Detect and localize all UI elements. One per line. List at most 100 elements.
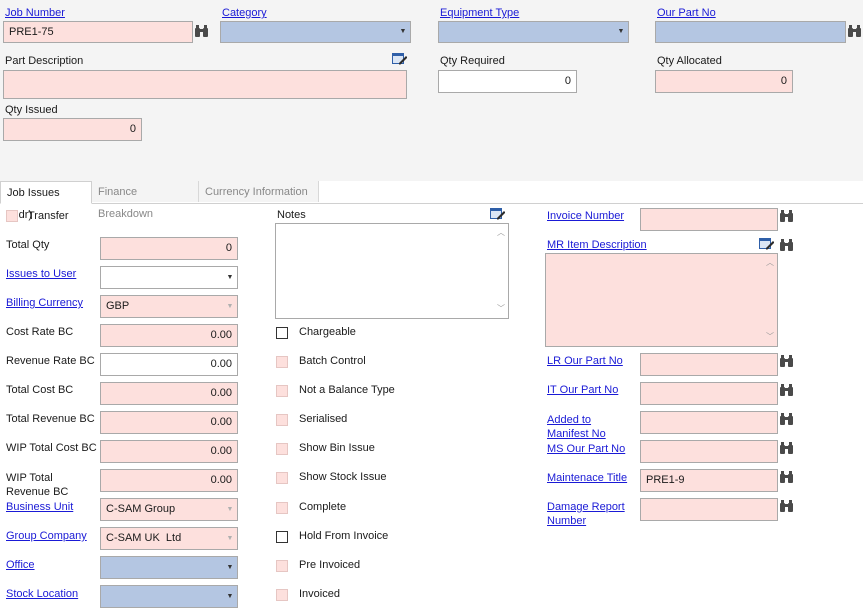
- ms-our-part-no-field[interactable]: [640, 440, 778, 463]
- serialised-checkbox[interactable]: [276, 414, 288, 426]
- revenue-rate-bc-field[interactable]: 0.00: [100, 353, 238, 376]
- chevron-down-icon: ▼: [399, 28, 407, 35]
- edit-notes-icon[interactable]: [759, 237, 774, 250]
- job-number-field[interactable]: PRE1-75: [3, 21, 193, 43]
- business-unit-dropdown[interactable]: C-SAM Group ▼: [100, 498, 238, 521]
- transfer-checkbox[interactable]: [6, 210, 18, 222]
- mr-item-description-link[interactable]: MR Item Description: [547, 239, 647, 251]
- part-description-field[interactable]: [3, 70, 407, 99]
- our-part-no-field[interactable]: [655, 21, 846, 43]
- chevron-down-icon: ▼: [226, 273, 234, 281]
- ms-our-part-no-link[interactable]: MS Our Part No: [547, 443, 626, 455]
- tab-job-issues-hdr[interactable]: Job Issues (Hdr): [0, 181, 92, 221]
- maintenance-title-field[interactable]: PRE1-9: [640, 469, 778, 492]
- pre-invoiced-checkbox[interactable]: [276, 560, 288, 572]
- invoiced-label: Invoiced: [299, 588, 340, 600]
- hold-from-invoice-checkbox[interactable]: [276, 531, 288, 543]
- lr-our-part-no-binoculars-icon[interactable]: [780, 355, 794, 367]
- chargeable-label: Chargeable: [299, 326, 356, 338]
- qty-required-field[interactable]: 0: [438, 70, 577, 93]
- damage-report-number-field[interactable]: [640, 498, 778, 521]
- chevron-down-icon: ▼: [226, 535, 234, 542]
- wip-total-revenue-bc-field[interactable]: 0.00: [100, 469, 238, 492]
- added-to-manifest-binoculars-icon[interactable]: [780, 413, 794, 425]
- scroll-down-icon[interactable]: ﹀: [766, 332, 774, 341]
- edit-notes-icon[interactable]: [392, 52, 407, 65]
- it-our-part-no-link[interactable]: IT Our Part No: [547, 384, 619, 396]
- qty-allocated-label: Qty Allocated: [657, 55, 722, 67]
- equipment-type-dropdown[interactable]: ▼: [438, 21, 629, 43]
- mr-item-description-binoculars-icon[interactable]: [780, 239, 794, 251]
- stock-location-link[interactable]: Stock Location: [6, 588, 79, 600]
- mr-item-description-textarea[interactable]: ︿ ﹀: [545, 253, 778, 347]
- show-stock-issue-checkbox[interactable]: [276, 472, 288, 484]
- office-link[interactable]: Office: [6, 559, 35, 571]
- ms-our-part-no-binoculars-icon[interactable]: [780, 442, 794, 454]
- invoice-number-binoculars-icon[interactable]: [780, 210, 794, 222]
- group-company-dropdown[interactable]: C-SAM UK Ltd ▼: [100, 527, 238, 550]
- transfer-label: Transfer: [28, 210, 69, 222]
- our-part-no-link[interactable]: Our Part No: [657, 7, 716, 19]
- qty-allocated-field[interactable]: 0: [655, 70, 793, 93]
- wip-total-cost-bc-field[interactable]: 0.00: [100, 440, 238, 463]
- not-balance-type-checkbox[interactable]: [276, 385, 288, 397]
- billing-currency-dropdown[interactable]: GBP ▼: [100, 295, 238, 318]
- billing-currency-link[interactable]: Billing Currency: [6, 297, 84, 309]
- business-unit-link[interactable]: Business Unit: [6, 501, 74, 513]
- pre-invoiced-label: Pre Invoiced: [299, 559, 361, 571]
- it-our-part-no-field[interactable]: [640, 382, 778, 405]
- damage-report-binoculars-icon[interactable]: [780, 500, 794, 512]
- show-bin-issue-checkbox[interactable]: [276, 443, 288, 455]
- qty-issued-field[interactable]: 0: [3, 118, 142, 141]
- notes-scrollbar[interactable]: ︿ ﹀: [494, 224, 508, 318]
- scroll-up-icon[interactable]: ︿: [497, 228, 505, 237]
- job-number-binoculars-icon[interactable]: [195, 25, 209, 37]
- complete-checkbox[interactable]: [276, 502, 288, 514]
- edit-notes-icon[interactable]: [490, 207, 505, 220]
- it-our-part-no-binoculars-icon[interactable]: [780, 384, 794, 396]
- chevron-down-icon: ▼: [226, 563, 234, 571]
- show-stock-issue-label: Show Stock Issue: [299, 471, 387, 483]
- scroll-up-icon[interactable]: ︿: [766, 258, 774, 267]
- added-to-manifest-field[interactable]: [640, 411, 778, 434]
- chargeable-checkbox[interactable]: [276, 327, 288, 339]
- damage-report-link-line2[interactable]: Number: [547, 515, 587, 527]
- added-to-manifest-link-line1[interactable]: Added to: [547, 414, 592, 426]
- maintenance-title-link[interactable]: Maintenace Title: [547, 472, 628, 484]
- equipment-type-link[interactable]: Equipment Type: [440, 7, 520, 19]
- issues-to-user-link[interactable]: Issues to User: [6, 268, 77, 280]
- total-cost-bc-label: Total Cost BC: [6, 384, 74, 396]
- issues-to-user-dropdown[interactable]: ▼: [100, 266, 238, 289]
- lr-our-part-no-field[interactable]: [640, 353, 778, 376]
- hold-from-invoice-label: Hold From Invoice: [299, 530, 389, 542]
- mr-item-description-scrollbar[interactable]: ︿ ﹀: [763, 254, 777, 346]
- cost-rate-bc-label: Cost Rate BC: [6, 326, 74, 338]
- invoice-number-field[interactable]: [640, 208, 778, 231]
- damage-report-link-line1[interactable]: Damage Report: [547, 501, 625, 513]
- stock-location-dropdown[interactable]: ▼: [100, 585, 238, 608]
- added-to-manifest-link-line2[interactable]: Manifest No: [547, 428, 606, 440]
- notes-textarea[interactable]: ︿ ﹀: [275, 223, 509, 319]
- tab-currency-information[interactable]: Currency Information: [199, 181, 319, 202]
- total-cost-bc-field[interactable]: 0.00: [100, 382, 238, 405]
- cost-rate-bc-field[interactable]: 0.00: [100, 324, 238, 347]
- invoice-number-link[interactable]: Invoice Number: [547, 210, 625, 222]
- total-revenue-bc-field[interactable]: 0.00: [100, 411, 238, 434]
- total-qty-field[interactable]: 0: [100, 237, 238, 260]
- invoiced-checkbox[interactable]: [276, 589, 288, 601]
- chevron-down-icon: ▼: [226, 592, 234, 600]
- office-dropdown[interactable]: ▼: [100, 556, 238, 579]
- batch-control-checkbox[interactable]: [276, 356, 288, 368]
- group-company-link[interactable]: Group Company: [6, 530, 87, 542]
- maintenance-title-binoculars-icon[interactable]: [780, 471, 794, 483]
- tab-finance-breakdown[interactable]: Finance Breakdown: [92, 181, 199, 220]
- serialised-label: Serialised: [299, 413, 348, 425]
- our-part-no-binoculars-icon[interactable]: [848, 25, 862, 37]
- scroll-down-icon[interactable]: ﹀: [497, 304, 505, 313]
- job-number-link[interactable]: Job Number: [5, 7, 65, 19]
- category-link[interactable]: Category: [222, 7, 267, 19]
- lr-our-part-no-link[interactable]: LR Our Part No: [547, 355, 623, 367]
- category-dropdown[interactable]: ▼: [220, 21, 411, 43]
- revenue-rate-bc-label: Revenue Rate BC: [6, 355, 95, 367]
- wip-total-revenue-bc-label-line1: WIP Total: [6, 472, 53, 484]
